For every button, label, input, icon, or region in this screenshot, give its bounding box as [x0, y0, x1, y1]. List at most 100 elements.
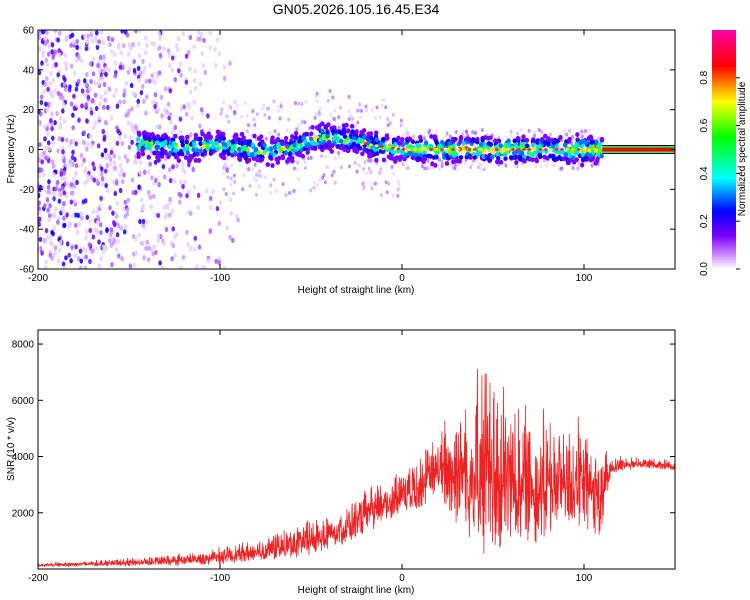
- spectrogram-noise-blob: [56, 72, 60, 78]
- spectrogram-noise-blob: [43, 41, 48, 47]
- spectrogram-noise-blob: [97, 68, 102, 74]
- spectrogram-faint-blob: [248, 133, 252, 138]
- spectrogram-faint-blob: [391, 193, 395, 198]
- spectrogram-noise-blob: [192, 184, 197, 190]
- spectrogram-faint-blob: [291, 189, 295, 194]
- spectrogram-ridge-blob: [391, 146, 395, 150]
- spectrogram-band-blob: [237, 157, 243, 162]
- spectrogram-faint-blob: [516, 131, 520, 136]
- spectrogram-faint-blob: [515, 164, 519, 169]
- spectrogram-noise-blob: [161, 163, 166, 170]
- spectrogram-noise-blob: [52, 225, 56, 231]
- spectrogram-noise-blob: [50, 255, 54, 261]
- spectrogram-noise-blob: [104, 65, 109, 71]
- spectrogram-faint-blob: [386, 116, 390, 121]
- spectrogram-band-blob: [256, 136, 262, 141]
- spectrogram-faint-blob: [535, 153, 539, 158]
- spectrogram-faint-blob: [315, 91, 319, 96]
- spectrogram-noise-blob: [43, 81, 48, 87]
- spectrogram-faint-blob: [321, 175, 325, 180]
- spectrogram-band-blob: [167, 144, 172, 150]
- spectrogram-noise-blob: [57, 135, 62, 142]
- spectrogram-noise-blob: [98, 222, 103, 228]
- spectrogram-noise-blob: [44, 57, 49, 63]
- spectrogram-band-blob: [159, 147, 165, 152]
- spectrogram-faint-blob: [597, 136, 601, 141]
- spectrogram-noise-blob: [69, 258, 73, 264]
- spectrogram-noise-blob: [190, 115, 194, 121]
- spectrogram-noise-blob: [208, 205, 213, 211]
- spectrogram-band-blob: [530, 152, 535, 158]
- spectrogram-band-blob: [461, 140, 466, 146]
- spectrogram-ridge-blob: [543, 148, 548, 151]
- spectrogram-noise-blob: [193, 235, 198, 241]
- spectrogram-noise-blob: [185, 193, 189, 199]
- spectrogram-noise-blob: [48, 234, 53, 240]
- spectrogram-band-blob: [542, 139, 548, 145]
- spectrogram-noise-blob: [51, 140, 56, 146]
- spectrogram-faint-blob: [229, 176, 233, 181]
- spectrogram-noise-blob: [137, 232, 142, 238]
- spectrogram-noise-blob: [176, 36, 181, 42]
- spectrogram-noise-blob: [38, 65, 42, 71]
- spectrogram-band-blob: [150, 131, 155, 137]
- colorbar-tick-label: 0.0: [699, 262, 710, 276]
- spectrogram-noise-blob: [97, 239, 101, 245]
- spectrogram-faint-blob: [375, 105, 379, 110]
- spectrogram-noise-blob: [72, 93, 76, 99]
- spectrogram-noise-blob: [157, 182, 161, 188]
- spectrogram-band-blob: [374, 151, 380, 157]
- spectrogram-noise-blob: [159, 94, 164, 100]
- spectrogram-noise-blob: [51, 63, 55, 69]
- spectrogram-band-blob: [479, 142, 484, 147]
- spectrogram-noise-blob: [130, 106, 134, 112]
- spectrogram-faint-blob: [285, 128, 289, 133]
- spectrogram-noise-blob: [44, 155, 48, 161]
- spectrogram-noise-blob: [84, 247, 88, 253]
- spectrogram-noise-blob: [129, 82, 134, 89]
- spectrogram-noise-blob: [60, 108, 65, 114]
- spectrogram-noise-blob: [54, 61, 58, 68]
- spectrogram-noise-blob: [48, 81, 52, 87]
- spectrogram-noise-blob: [118, 162, 123, 169]
- spectrogram-ridge-blob: [494, 148, 499, 151]
- spectrogram-noise-blob: [100, 166, 104, 172]
- spectrogram-band-blob: [309, 136, 314, 142]
- spectrogram-band-blob: [193, 132, 199, 138]
- spectrogram-faint-blob: [233, 179, 237, 184]
- spectrogram-band-blob: [397, 157, 403, 162]
- spectrogram-y-tick-label: 60: [23, 26, 35, 37]
- spectrogram-noise-blob: [88, 258, 92, 265]
- spectrogram-noise-blob: [47, 179, 51, 185]
- spectrogram-band-blob: [182, 146, 187, 152]
- spectrogram-faint-blob: [364, 104, 368, 109]
- spectrogram-band-blob: [250, 142, 256, 148]
- spectrogram-band-blob: [488, 135, 493, 141]
- spectrogram-faint-blob: [244, 101, 248, 106]
- colorbar-ticks: 0.0 0.2 0.4 0.6 0.8: [699, 70, 740, 276]
- spectrogram-noise-blob: [62, 222, 67, 228]
- spectrogram-noise-blob: [46, 86, 50, 92]
- spectrogram-faint-blob: [362, 160, 366, 165]
- spectrogram-band-blob: [304, 131, 310, 137]
- spectrogram-band-blob: [407, 136, 413, 142]
- spectrogram-noise-blob: [232, 109, 237, 116]
- spectrogram-faint-blob: [303, 166, 307, 171]
- spectrogram-band-blob: [184, 139, 189, 145]
- spectrogram-ridge-blob: [396, 147, 401, 151]
- spectrogram-band-blob: [243, 155, 248, 161]
- spectrogram-band-blob: [580, 152, 585, 158]
- spectrogram-noise-blob: [143, 65, 147, 71]
- spectrogram-faint-blob: [227, 119, 231, 124]
- spectrogram-noise-blob: [92, 124, 96, 130]
- spectrogram-band-blob: [161, 142, 166, 148]
- spectrogram-faint-blob: [469, 165, 473, 170]
- spectrogram-noise-blob: [51, 77, 56, 83]
- spectrogram-faint-blob: [331, 95, 335, 100]
- spectrogram-band-blob: [205, 146, 210, 152]
- spectrogram-noise-blob: [108, 161, 112, 167]
- spectrogram-band-blob: [361, 128, 367, 133]
- spectrogram-faint-blob: [240, 114, 244, 119]
- spectrogram-noise-blob: [192, 77, 197, 83]
- spectrogram-band-blob: [524, 143, 530, 149]
